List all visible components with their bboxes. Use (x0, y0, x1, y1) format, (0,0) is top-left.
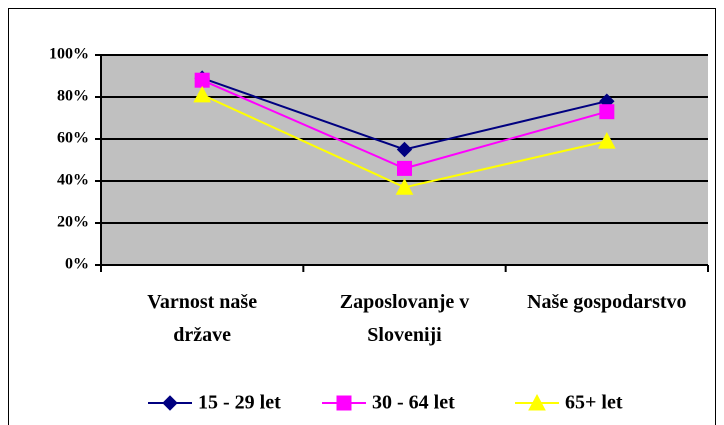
legend-label: 65+ let (565, 392, 623, 414)
chart-border (8, 8, 716, 425)
x-tick-label: Zaposlovanje v Sloveniji (339, 291, 470, 346)
y-tick-label: 60% (57, 130, 89, 147)
marker (194, 72, 210, 88)
y-tick-label: 20% (57, 214, 89, 231)
x-tick-label: Naše gospodarstvo (527, 291, 687, 313)
plot-area (101, 55, 708, 265)
marker (599, 104, 615, 120)
legend-label: 15 - 29 let (198, 392, 281, 414)
y-tick-label: 100% (49, 46, 89, 63)
marker (597, 132, 616, 149)
y-tick-label: 40% (57, 172, 89, 189)
marker (396, 141, 413, 158)
x-tick-label: Varnost naše države (147, 291, 258, 346)
marker (162, 395, 178, 411)
marker (336, 395, 352, 411)
y-tick-label: 0% (65, 256, 89, 273)
legend-label: 30 - 64 let (372, 392, 455, 414)
marker (395, 178, 414, 195)
y-tick-label: 80% (57, 88, 89, 105)
marker (193, 85, 212, 103)
marker (528, 393, 546, 411)
marker (397, 160, 412, 176)
